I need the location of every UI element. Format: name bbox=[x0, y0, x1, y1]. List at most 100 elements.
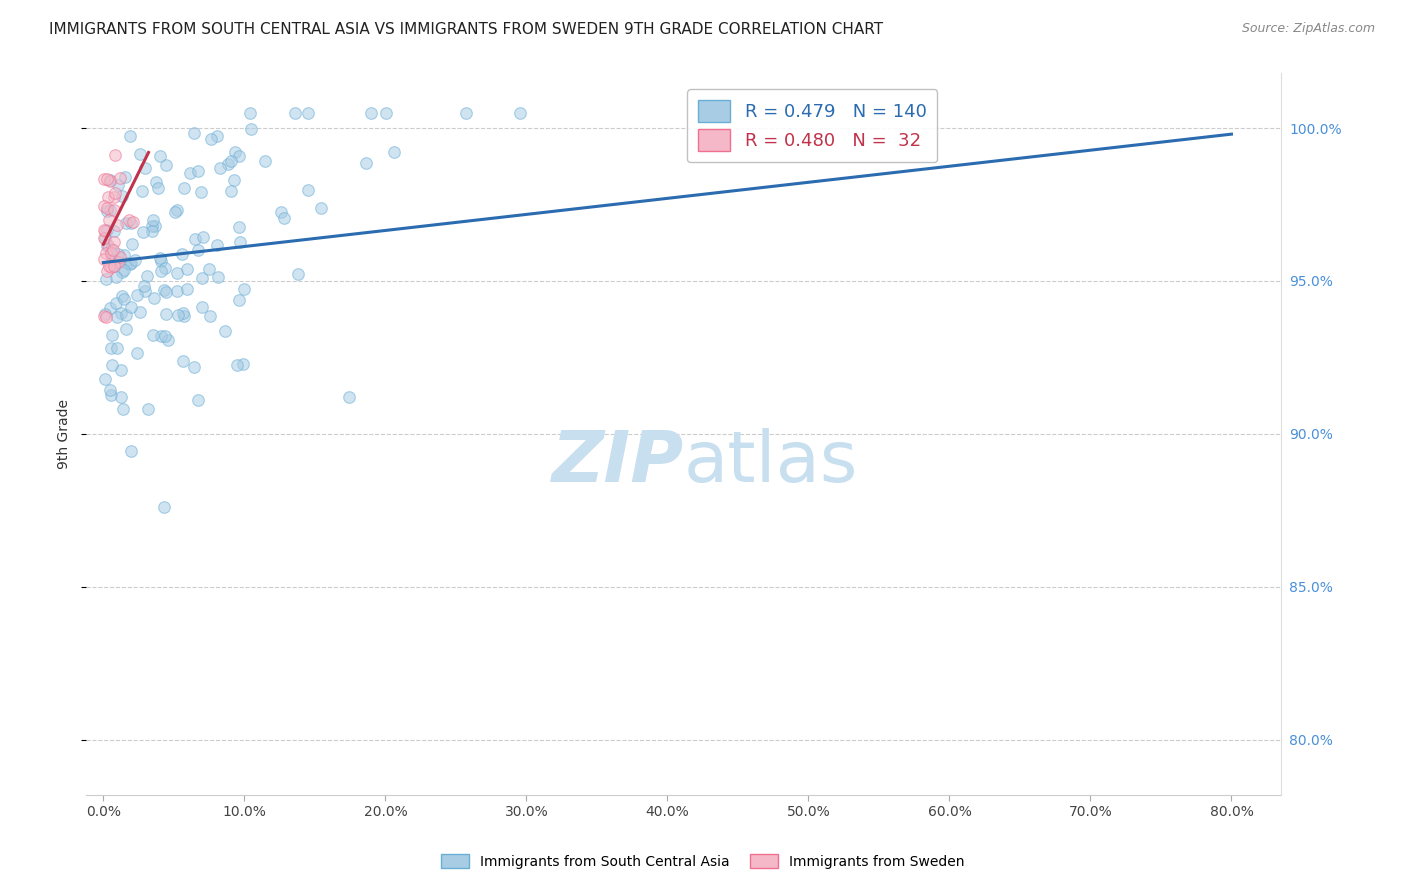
Point bbox=[98, 173, 121, 187]
Point bbox=[97, 237, 120, 252]
Point bbox=[155, 307, 177, 321]
Point bbox=[155, 285, 177, 299]
Point bbox=[100, 260, 122, 274]
Point bbox=[94, 306, 117, 320]
Point bbox=[142, 213, 165, 227]
Point bbox=[96, 204, 118, 219]
Point bbox=[96, 223, 118, 237]
Point bbox=[232, 358, 254, 372]
Point bbox=[360, 105, 382, 120]
Point bbox=[110, 390, 132, 404]
Point bbox=[136, 401, 159, 416]
Point bbox=[166, 284, 188, 298]
Text: atlas: atlas bbox=[683, 428, 858, 497]
Point bbox=[134, 161, 156, 175]
Point bbox=[105, 310, 128, 325]
Point bbox=[226, 358, 249, 372]
Point bbox=[191, 300, 214, 314]
Point bbox=[239, 105, 262, 120]
Text: ZIP: ZIP bbox=[551, 428, 683, 497]
Point bbox=[172, 306, 194, 320]
Point bbox=[120, 216, 142, 230]
Point bbox=[114, 308, 136, 322]
Point bbox=[219, 153, 242, 168]
Point bbox=[111, 189, 134, 203]
Point bbox=[104, 147, 127, 161]
Text: Source: ZipAtlas.com: Source: ZipAtlas.com bbox=[1241, 22, 1375, 36]
Point bbox=[117, 212, 139, 227]
Point bbox=[153, 260, 176, 275]
Point bbox=[93, 309, 115, 323]
Point bbox=[103, 235, 125, 250]
Point bbox=[121, 444, 143, 458]
Point bbox=[270, 204, 292, 219]
Point bbox=[120, 129, 142, 144]
Point bbox=[173, 181, 195, 195]
Point bbox=[100, 243, 122, 257]
Point bbox=[127, 288, 149, 302]
Point bbox=[100, 341, 122, 355]
Point bbox=[93, 222, 115, 236]
Point bbox=[94, 224, 117, 238]
Point bbox=[98, 301, 121, 315]
Point bbox=[153, 329, 176, 343]
Point bbox=[214, 324, 236, 338]
Point bbox=[176, 261, 198, 276]
Point bbox=[509, 105, 531, 120]
Point bbox=[167, 308, 190, 322]
Point bbox=[183, 126, 205, 140]
Point bbox=[98, 259, 121, 273]
Point bbox=[101, 252, 124, 266]
Point bbox=[207, 237, 229, 252]
Point bbox=[149, 149, 172, 163]
Point bbox=[153, 283, 176, 297]
Point bbox=[153, 500, 176, 515]
Point bbox=[96, 310, 118, 325]
Point bbox=[103, 190, 125, 204]
Point bbox=[96, 264, 118, 278]
Point bbox=[149, 251, 172, 265]
Point bbox=[108, 171, 131, 186]
Point bbox=[94, 272, 117, 286]
Point bbox=[94, 371, 117, 385]
Point bbox=[176, 282, 198, 296]
Point bbox=[96, 239, 118, 253]
Point bbox=[221, 184, 243, 198]
Point bbox=[110, 363, 132, 377]
Point bbox=[309, 202, 332, 216]
Point bbox=[150, 328, 173, 343]
Point bbox=[93, 172, 115, 186]
Y-axis label: 9th Grade: 9th Grade bbox=[58, 399, 72, 469]
Point bbox=[240, 121, 263, 136]
Point bbox=[107, 247, 129, 261]
Point bbox=[97, 213, 120, 227]
Point bbox=[143, 219, 166, 233]
Point bbox=[98, 203, 121, 218]
Point bbox=[136, 269, 159, 284]
Point bbox=[190, 186, 212, 200]
Point bbox=[103, 224, 125, 238]
Point bbox=[273, 211, 295, 225]
Point bbox=[97, 190, 120, 204]
Point bbox=[172, 354, 194, 368]
Point bbox=[337, 390, 360, 404]
Point bbox=[120, 256, 142, 270]
Point bbox=[148, 181, 170, 195]
Point bbox=[98, 173, 121, 187]
Point bbox=[134, 278, 156, 293]
Point bbox=[157, 333, 180, 347]
Point bbox=[94, 231, 117, 245]
Point bbox=[129, 147, 152, 161]
Point bbox=[101, 327, 124, 342]
Point bbox=[150, 254, 173, 268]
Point bbox=[107, 255, 129, 269]
Point bbox=[179, 166, 201, 180]
Point bbox=[96, 171, 118, 186]
Point bbox=[129, 304, 152, 318]
Point bbox=[142, 291, 165, 305]
Point bbox=[208, 161, 231, 175]
Point bbox=[284, 105, 307, 120]
Point bbox=[114, 169, 136, 184]
Point bbox=[103, 203, 125, 218]
Point bbox=[111, 288, 134, 302]
